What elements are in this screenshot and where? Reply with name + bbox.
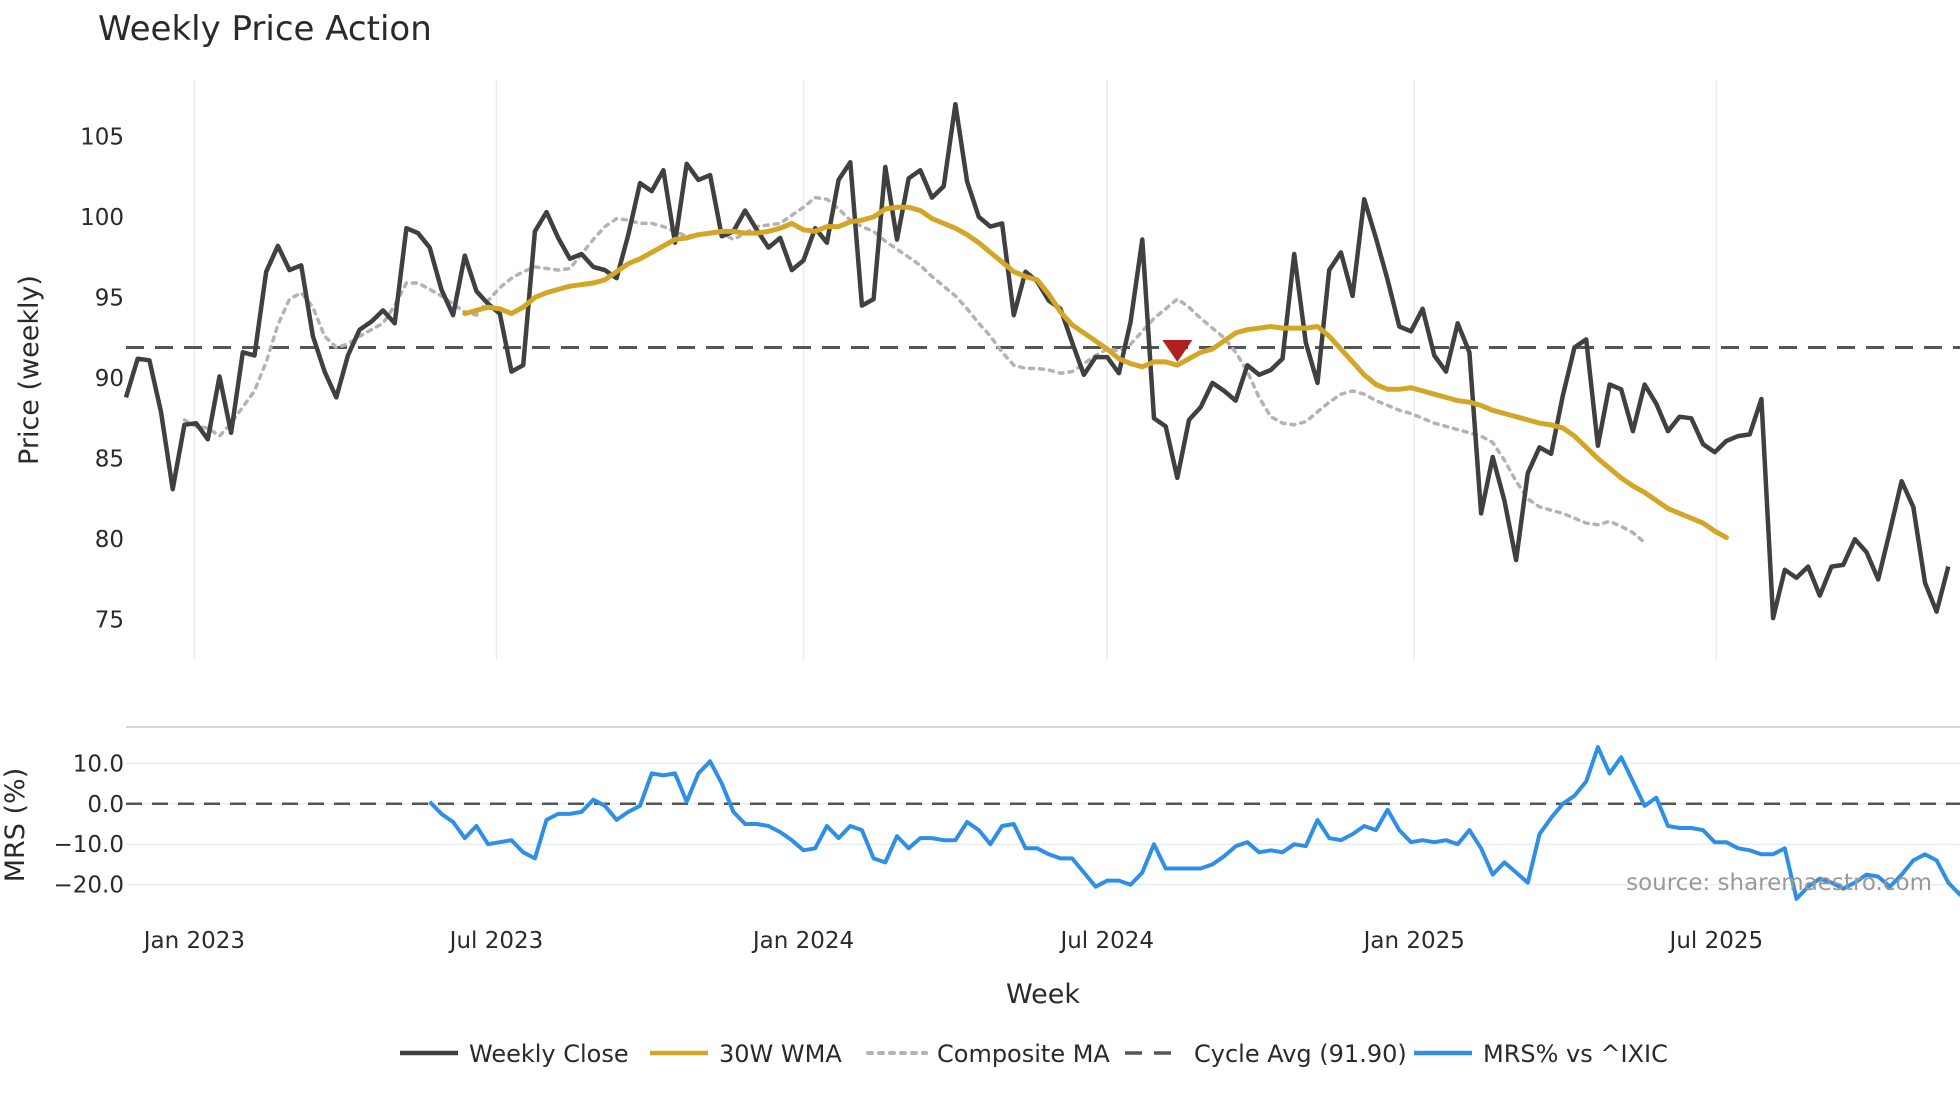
price-y-tick-label: 75 [95, 608, 124, 634]
sell-signal-marker [1162, 340, 1193, 363]
legend-item: Weekly Close [400, 1040, 629, 1068]
mrs-line [428, 745, 1960, 901]
x-tick-label: Jan 2024 [751, 928, 854, 954]
legend-item: MRS% vs ^IXIC [1414, 1040, 1668, 1068]
mrs-gridlines [126, 762, 1960, 886]
mrs-series [428, 745, 1960, 901]
mrs-y-tick-label: 0.0 [87, 792, 124, 818]
mrs-y-tick-label: −10.0 [54, 832, 124, 858]
mrs-y-tick-label: −20.0 [54, 873, 124, 899]
mrs-y-tick-label: 10.0 [73, 751, 124, 777]
legend-label: 30W WMA [719, 1040, 842, 1068]
price-y-axis-label: Price (weekly) [14, 275, 45, 465]
x-tick-label: Jul 2023 [448, 928, 544, 954]
price-series [123, 101, 1960, 621]
legend-item: 30W WMA [650, 1040, 842, 1068]
price-gridlines [193, 80, 1718, 660]
x-tick-label: Jan 2023 [142, 928, 245, 954]
legend-label: Weekly Close [469, 1040, 629, 1068]
legend: Weekly Close 30W WMA Composite MA Cycle Avg… [400, 1040, 1668, 1068]
legend-item: Cycle Avg (91.90) [1125, 1040, 1407, 1068]
legend-label: Cycle Avg (91.90) [1194, 1040, 1407, 1068]
composite-ma-line [182, 195, 1647, 545]
legend-label: MRS% vs ^IXIC [1483, 1040, 1668, 1068]
x-axis-ticks: Jan 2023 Jul 2023 Jan 2024 Jul 2024 Jan 2025… [142, 928, 1763, 954]
weekly-close-line [123, 101, 1951, 621]
price-y-tick-label: 90 [95, 366, 124, 392]
legend-label: Composite MA [937, 1040, 1110, 1068]
price-annotations [1162, 340, 1193, 363]
x-tick-label: Jul 2025 [1668, 928, 1764, 954]
x-tick-label: Jan 2025 [1362, 928, 1465, 954]
x-tick-label: Jul 2024 [1058, 928, 1154, 954]
price-y-tick-label: 85 [95, 447, 124, 473]
price-y-tick-label: 100 [80, 205, 124, 231]
mrs-y-ticks: 10.0 0.0 −10.0 −20.0 [54, 751, 124, 898]
wma-30w-line [462, 204, 1729, 541]
mrs-y-axis-label: MRS (%) [0, 768, 31, 883]
price-y-tick-label: 80 [95, 527, 124, 553]
source-note: source: sharemaestro.com [1626, 870, 1932, 896]
chart-title: Weekly Price Action [98, 9, 432, 49]
price-y-tick-label: 95 [95, 286, 124, 312]
price-y-tick-label: 105 [80, 124, 124, 150]
x-axis-label: Week [1006, 979, 1080, 1010]
legend-item: Composite MA [866, 1040, 1110, 1068]
price-y-ticks: 75 80 85 90 95 100 105 [80, 124, 124, 633]
